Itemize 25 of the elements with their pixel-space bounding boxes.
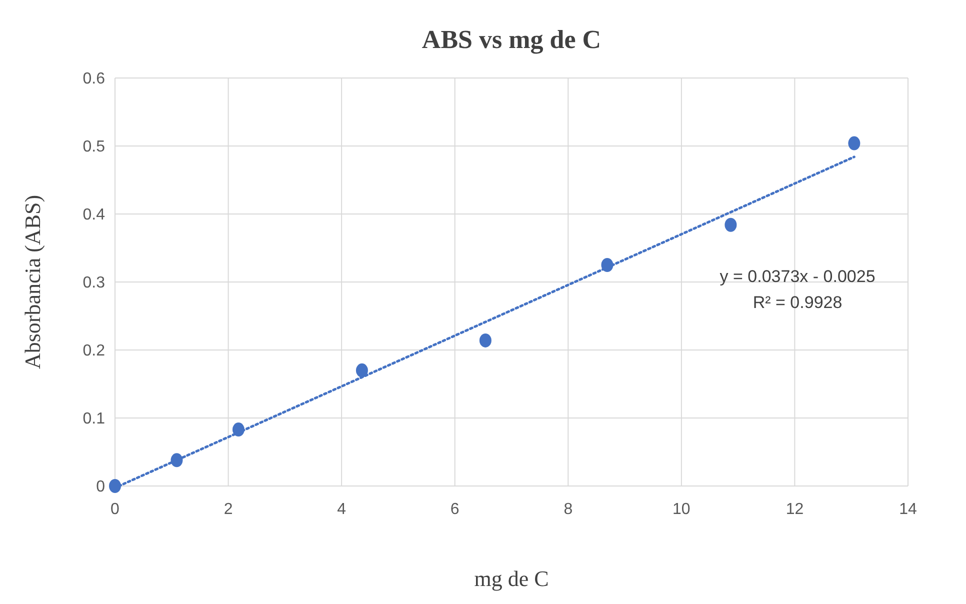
x-tick-label: 8 [564, 501, 573, 518]
y-tick-label: 0.4 [82, 206, 106, 224]
y-tick-label: 0.2 [82, 342, 106, 360]
y-axis-title: Absorbancia (ABS) [20, 194, 45, 370]
chart-title: ABS vs mg de C [422, 25, 602, 54]
x-tick-label: 6 [450, 501, 460, 518]
x-tick-label: 2 [224, 501, 233, 518]
x-tick-label: 12 [786, 501, 804, 518]
point [356, 363, 368, 378]
y-tick-label: 0.3 [82, 274, 106, 292]
annotation: R² = 0.9928 [752, 293, 842, 312]
x-tick-label: 0 [110, 501, 120, 518]
point [848, 136, 860, 150]
point [109, 479, 121, 493]
x-axis-title: mg de C [474, 566, 549, 591]
x-tick-label: 4 [337, 501, 346, 518]
y-tick-label: 0.5 [82, 138, 106, 156]
y-tick-label: 0.6 [82, 70, 106, 88]
point [724, 218, 737, 232]
y-tick-label: 0.1 [82, 410, 106, 428]
annotation: y = 0.0373x - 0.0025 [720, 267, 876, 286]
x-tick-label: 10 [672, 501, 690, 518]
point [479, 333, 492, 348]
y-tick-label: 0 [96, 478, 106, 496]
x-tick-label: 14 [899, 501, 917, 518]
